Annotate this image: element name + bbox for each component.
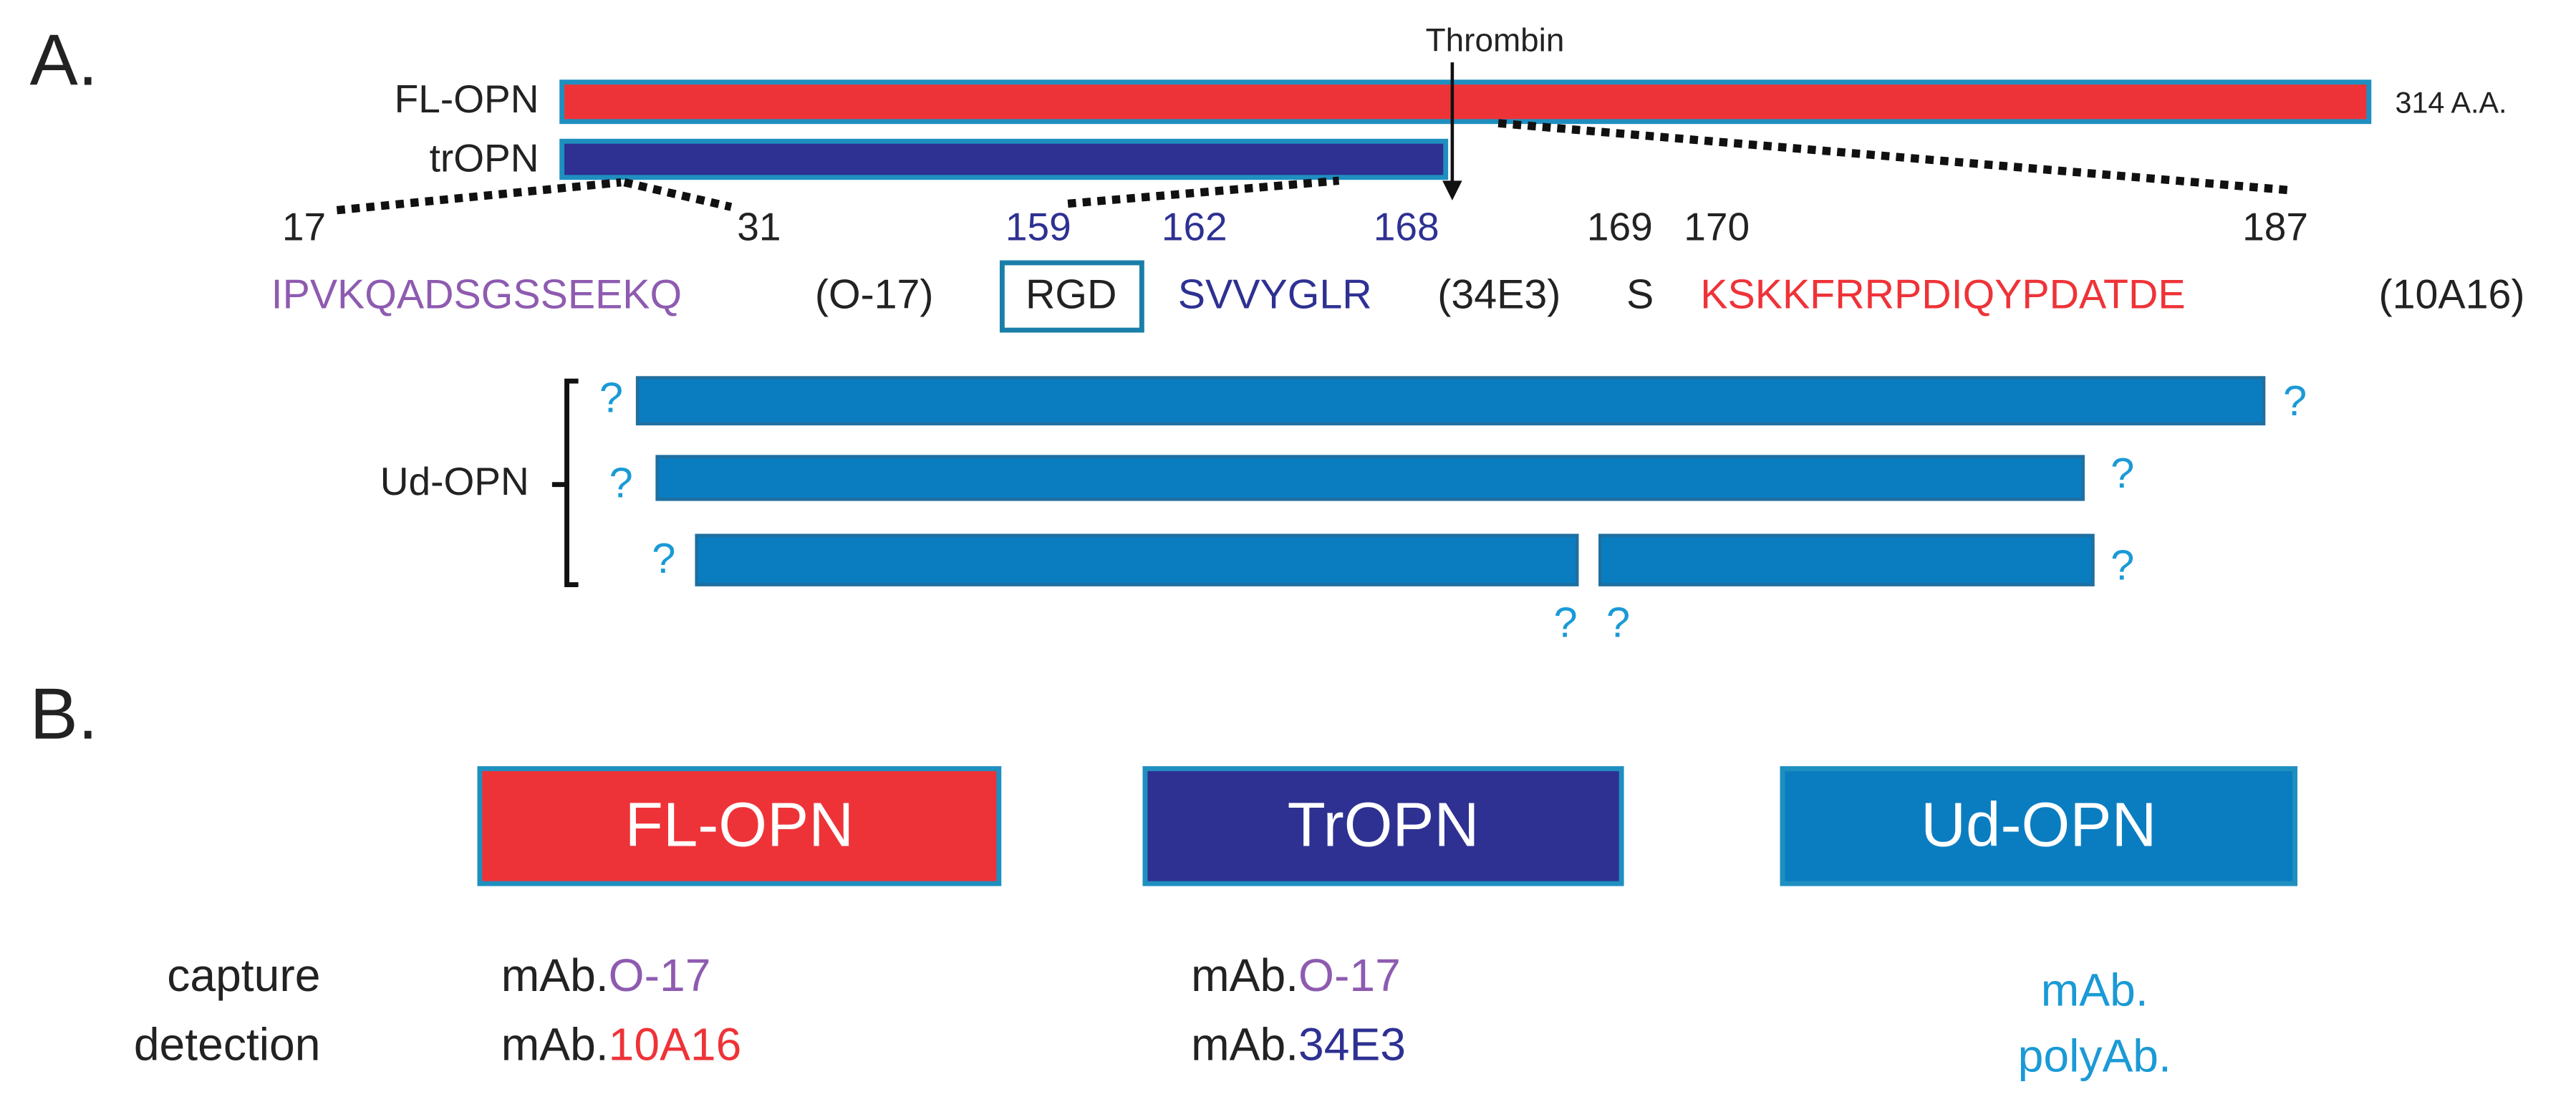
position: 17 — [282, 205, 326, 249]
reagent-clone: O-17 — [1298, 949, 1401, 1001]
sequence: RGD — [1026, 271, 1116, 317]
unknown-end: ? — [2111, 541, 2134, 589]
reagent-type: mAb. — [1191, 949, 1298, 1001]
antibody: (10A16) — [2379, 271, 2525, 317]
zoom-line — [1497, 119, 2294, 195]
ud-opn-bar — [655, 455, 2085, 501]
antibody: (O-17) — [815, 271, 934, 317]
assay-box — [1142, 766, 1624, 886]
reagent-type: mAb. — [501, 949, 609, 1001]
reagent: mAb.10A16 — [501, 1018, 742, 1070]
sequence: KSKKFRRPDIQYPDATDE — [1700, 271, 2185, 317]
bracket — [551, 378, 579, 588]
arrow-head — [1442, 180, 1462, 200]
position: 31 — [737, 205, 781, 249]
row-label: capture — [167, 949, 320, 1001]
position: 169 — [1587, 205, 1653, 249]
reagent: mAb. — [2041, 965, 2148, 1016]
position: 159 — [1005, 205, 1071, 249]
panel-label: A. — [29, 20, 97, 100]
zoom-lines — [336, 119, 2294, 215]
reagent-clone: 34E3 — [1298, 1018, 1406, 1070]
rgd-box — [999, 260, 1144, 333]
tr-opn-bar — [559, 138, 1449, 180]
position: 170 — [1684, 205, 1750, 249]
fl-opn-bar — [559, 79, 2372, 125]
unknown-end: ? — [652, 534, 675, 582]
unknown-end: ? — [599, 373, 623, 421]
ud-opn-label: Ud-OPN — [380, 459, 529, 503]
unknown-end: ? — [1606, 599, 1630, 647]
reagent: mAb.O-17 — [501, 949, 711, 1001]
reagent-clone: O-17 — [609, 949, 711, 1001]
row-label: detection — [134, 1018, 321, 1070]
unknown-end: ? — [2111, 449, 2134, 497]
reagent-clone: 10A16 — [609, 1018, 742, 1070]
assay-title: TrOPN — [1288, 790, 1480, 859]
position: 168 — [1374, 205, 1439, 249]
assay-box — [477, 766, 1002, 886]
reagent-type: mAb. — [1191, 1018, 1298, 1070]
unknown-end: ? — [609, 459, 633, 507]
length-label: 314 A.A. — [2396, 87, 2507, 120]
sequence: SVVYGLR — [1178, 271, 1372, 317]
zoom-line — [1067, 176, 1340, 208]
position: 187 — [2242, 205, 2308, 249]
zoom-line — [336, 178, 622, 215]
sequence: S — [1626, 271, 1654, 317]
antibody: (34E3) — [1437, 271, 1560, 317]
panel-label: B. — [29, 674, 97, 754]
assay-title: FL-OPN — [625, 790, 854, 859]
position: 162 — [1162, 205, 1227, 249]
thrombin-label: Thrombin — [1426, 21, 1565, 59]
unknown-end: ? — [2283, 377, 2307, 425]
ud-opn-bar — [695, 533, 1579, 586]
assay-box — [1780, 766, 2298, 886]
sequence: IPVKQADSGSSEEKQ — [271, 271, 682, 317]
reagent: mAb.O-17 — [1191, 949, 1401, 1001]
ud-opn-bar — [635, 376, 2266, 426]
unknown-end: ? — [1554, 599, 1578, 647]
fl-opn-label: FL-OPN — [395, 77, 539, 121]
reagent: polyAb. — [2018, 1030, 2171, 1081]
ud-opn-bar — [1598, 533, 2095, 586]
assay-title: Ud-OPN — [1921, 790, 2156, 859]
reagent: mAb.34E3 — [1191, 1018, 1406, 1070]
zoom-line — [623, 178, 733, 211]
tr-opn-label: trOPN — [430, 135, 539, 180]
reagent-type: mAb. — [501, 1018, 609, 1070]
